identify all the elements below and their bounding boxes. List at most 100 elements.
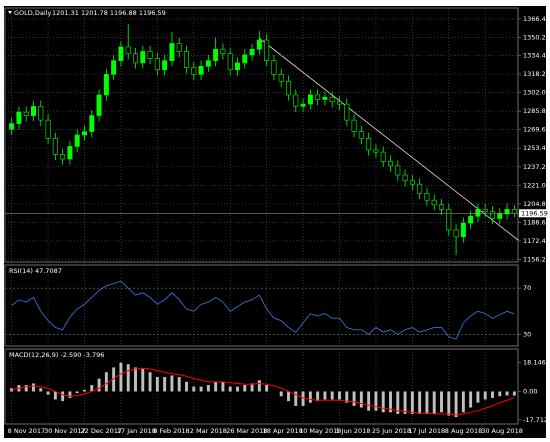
candle-body <box>74 134 80 147</box>
x-tick-label: 22 Dec 2017 <box>81 427 123 435</box>
candle-body <box>322 96 328 100</box>
candle-body <box>103 74 109 96</box>
macd-bar <box>352 391 356 406</box>
macd-title: MACD(12,26,9) -2.590 -3.796 <box>9 351 104 359</box>
macd-bar <box>134 367 137 392</box>
candle-body <box>249 48 255 56</box>
macd-bar <box>243 385 247 392</box>
candle-body <box>38 106 44 121</box>
y-tick-label: 1350.20 <box>523 34 550 42</box>
macd-bar <box>126 364 130 392</box>
rsi-panel <box>4 264 519 347</box>
candle-body <box>23 111 29 116</box>
y-tick-label: 1334.45 <box>523 52 550 60</box>
y-tick-label: 0.00 <box>523 387 537 395</box>
macd-bar <box>505 391 509 396</box>
candle-body <box>293 94 299 107</box>
candle-body <box>395 165 401 176</box>
macd-bar <box>279 391 283 397</box>
candle-body <box>307 94 313 105</box>
macd-bar <box>83 389 86 392</box>
chart-subtitle: 1201.31 1201.78 1196.88 1196.59 <box>52 9 166 17</box>
candle-body <box>490 211 495 219</box>
candle-body <box>278 74 284 82</box>
macd-bar <box>250 383 254 392</box>
macd-bar <box>316 391 320 402</box>
macd-bar <box>396 391 400 414</box>
macd-bar <box>425 391 429 414</box>
candle-body <box>380 151 386 162</box>
macd-bar <box>374 391 378 411</box>
candle-body <box>351 119 357 132</box>
macd-bar <box>432 391 436 414</box>
macd-bar <box>236 386 239 392</box>
macd-bar <box>330 391 334 400</box>
y-tick-label: 1221.05 <box>523 181 550 189</box>
y-tick-label: 30 <box>523 330 531 338</box>
macd-bar <box>257 380 261 392</box>
candle-body <box>147 51 153 59</box>
x-tick-label: 2 Mar 2018 <box>190 427 227 435</box>
candle-body <box>286 80 291 96</box>
x-tick-label: 17 Jan 2018 <box>117 427 156 435</box>
candle-body <box>337 101 342 105</box>
macd-bar <box>454 391 458 418</box>
candle-body <box>67 146 73 160</box>
candle-body <box>169 43 175 61</box>
x-tick-label: 26 Mar 2018 <box>226 427 267 435</box>
candle-body <box>191 67 197 75</box>
x-tick-label: 30 Aug 2018 <box>481 427 523 435</box>
candle-body <box>439 204 444 210</box>
macd-bar <box>338 391 341 400</box>
macd-bar <box>10 388 14 392</box>
main-panel <box>4 7 519 263</box>
macd-bar <box>90 385 94 392</box>
y-tick-label: 1253.45 <box>523 144 550 152</box>
candle-body <box>45 119 51 139</box>
macd-bar <box>301 391 305 406</box>
macd-bar <box>192 386 196 392</box>
macd-bar <box>491 391 494 398</box>
macd-bar <box>483 391 487 400</box>
candle-body <box>176 43 182 52</box>
candle-body <box>227 53 233 71</box>
macd-bar <box>359 391 363 408</box>
candle-body <box>125 46 131 55</box>
candle-body <box>446 209 452 231</box>
macd-bar <box>389 391 392 413</box>
macd-bar <box>141 369 145 392</box>
candle-body <box>52 138 58 155</box>
candle-body <box>256 39 262 50</box>
chart-title: GOLD,Daily <box>14 9 51 17</box>
candle-body <box>424 193 430 201</box>
macd-bar <box>498 391 502 397</box>
macd-bar <box>68 391 72 398</box>
x-tick-label: 18 Apr 2018 <box>263 427 303 435</box>
trendline <box>258 37 519 241</box>
macd-bar <box>287 391 290 402</box>
y-tick-label: 1285.85 <box>523 107 550 115</box>
price-tag <box>519 209 546 218</box>
y-tick-label: 18.146 <box>523 358 546 366</box>
candle-body <box>264 39 270 61</box>
macd-bar <box>323 391 327 400</box>
macd-bar <box>410 391 414 414</box>
candle-body <box>213 48 219 61</box>
macd-bar <box>53 391 57 400</box>
macd-bar <box>163 377 167 392</box>
macd-bar <box>214 381 218 392</box>
candle-body <box>300 103 306 107</box>
candle-body <box>220 48 226 55</box>
macd-bar <box>148 372 152 392</box>
macd-bar <box>119 362 123 392</box>
macd-bar <box>104 372 108 392</box>
candle-body <box>235 62 240 71</box>
macd-bar <box>403 391 407 414</box>
macd-bar <box>461 391 465 413</box>
macd-bar <box>32 383 35 392</box>
candle-body <box>162 60 168 71</box>
macd-bar <box>265 385 269 392</box>
x-tick-label: 30 Nov 2017 <box>44 427 86 435</box>
macd-bar <box>469 391 473 408</box>
